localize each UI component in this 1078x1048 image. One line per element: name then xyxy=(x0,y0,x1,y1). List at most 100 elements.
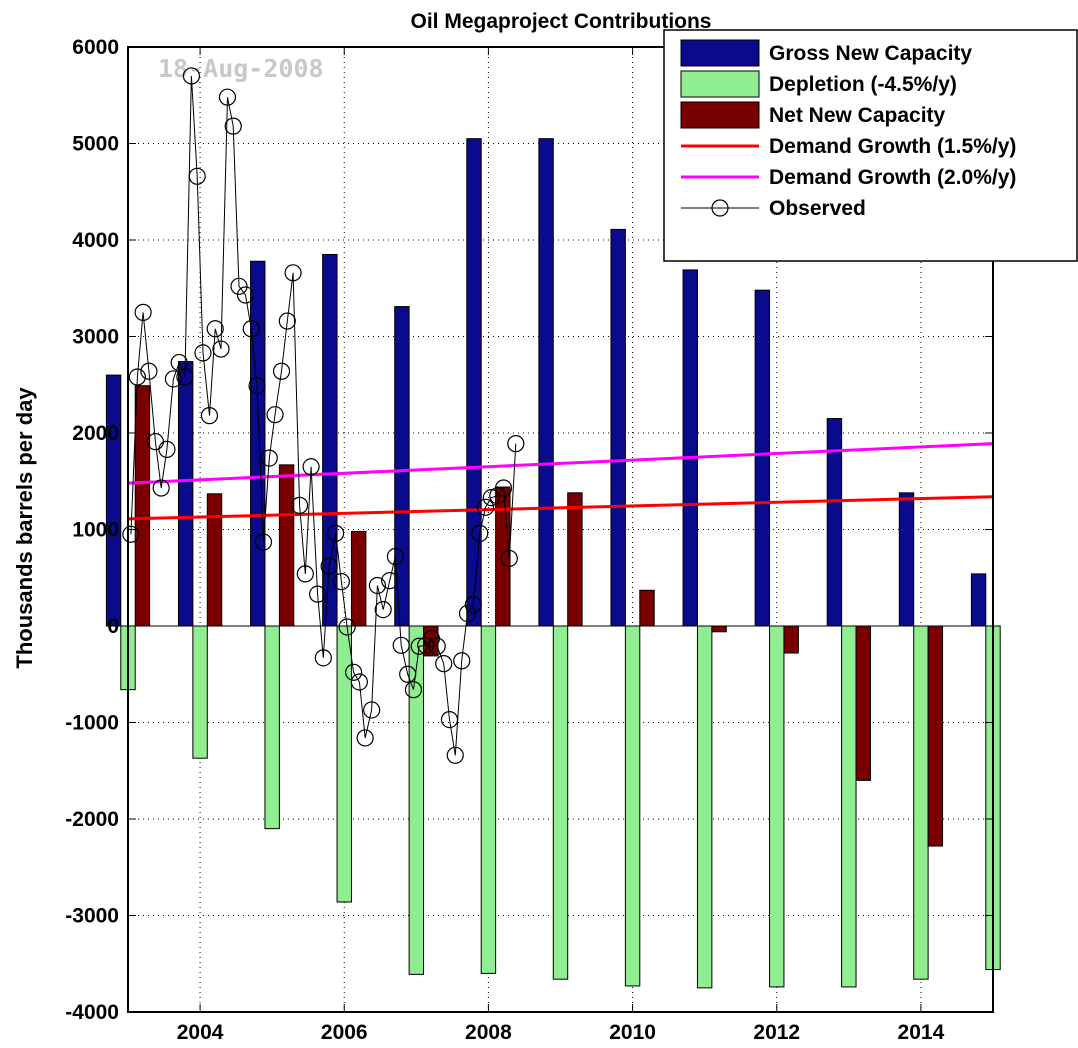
observed-point xyxy=(494,479,513,497)
y-tick-label: -4000 xyxy=(65,1001,119,1024)
demand-growth-line xyxy=(127,495,994,521)
chart-title: Oil Megaproject Contributions xyxy=(410,10,711,33)
observed-point xyxy=(404,681,423,699)
bar xyxy=(278,464,295,627)
date-watermark: 18-Aug-2008 xyxy=(158,54,324,83)
observed-point xyxy=(296,565,314,583)
bar xyxy=(350,530,367,627)
observed-point xyxy=(356,729,374,747)
observed-point xyxy=(254,533,273,551)
bar xyxy=(769,625,785,988)
observed-point xyxy=(128,368,146,386)
observed-point xyxy=(507,435,525,453)
bar xyxy=(610,228,626,627)
observed-point xyxy=(446,746,464,764)
legend-label: Demand Growth (2.0%/y) xyxy=(769,166,1016,189)
bar xyxy=(250,260,266,627)
bar xyxy=(841,625,857,988)
observed-point xyxy=(471,524,489,542)
observed-point xyxy=(476,498,495,516)
x-tick-label: 2014 xyxy=(898,1021,945,1044)
bar xyxy=(913,625,929,980)
legend-label: Demand Growth (1.5%/y) xyxy=(769,135,1016,158)
observed-point xyxy=(381,572,399,590)
observed-point xyxy=(182,67,201,85)
legend-label: Gross New Capacity xyxy=(769,42,972,65)
bar xyxy=(639,589,655,627)
legend-swatch xyxy=(680,39,760,67)
bar xyxy=(134,385,151,627)
observed-point xyxy=(266,406,284,424)
observed-point xyxy=(363,701,381,719)
legend-label: Depletion (-4.5%/y) xyxy=(769,73,957,96)
observed-point xyxy=(134,303,152,321)
observed-point xyxy=(368,576,387,595)
observed-point xyxy=(260,449,278,467)
bar xyxy=(322,253,338,627)
bar xyxy=(696,625,713,989)
observed-point xyxy=(458,604,477,623)
observed-point xyxy=(176,368,194,386)
observed-line xyxy=(130,75,517,756)
bar xyxy=(711,625,727,633)
observed-series xyxy=(122,67,525,764)
legend-label: Net New Capacity xyxy=(769,104,946,127)
observed-point xyxy=(152,479,170,497)
legend-swatch xyxy=(680,101,760,129)
observed-point xyxy=(417,636,435,654)
axis-ticks: -4000 -3000 -2000 -1000 0 1000 2000 3000 4000 500… xyxy=(65,36,993,1044)
observed-point xyxy=(170,353,188,372)
observed-point xyxy=(164,370,183,388)
bar xyxy=(538,138,554,627)
x-tick-label: 2012 xyxy=(753,1021,800,1044)
observed-point xyxy=(440,711,459,729)
observed-point xyxy=(410,637,428,655)
legend: Gross New Capacity Depletion (-4.5%/y) Net… xyxy=(663,29,1078,262)
observed-point xyxy=(327,524,345,542)
observed-point xyxy=(236,286,255,304)
legend-swatch xyxy=(680,70,760,98)
bar xyxy=(970,573,987,627)
observed-point xyxy=(464,596,482,614)
observed-point xyxy=(230,277,248,295)
observed-point xyxy=(345,663,363,681)
observed-point xyxy=(224,117,242,135)
y-axis-label: Thousands barrels per day xyxy=(12,387,37,669)
x-tick-label: 2004 xyxy=(177,1021,224,1044)
observed-point xyxy=(188,167,206,185)
bar xyxy=(466,138,482,627)
observed-point xyxy=(122,525,140,543)
bar xyxy=(336,625,352,903)
observed-point xyxy=(392,636,410,654)
observed-point xyxy=(218,88,237,106)
y-tick-label: 6000 xyxy=(72,36,119,59)
y-tick-label: 0 xyxy=(107,615,119,638)
observed-point xyxy=(284,264,302,282)
observed-point xyxy=(386,547,405,566)
observed-point xyxy=(435,655,453,673)
observed-point xyxy=(290,496,309,514)
observed-point xyxy=(500,549,518,568)
legend-marker xyxy=(711,199,729,217)
observed-point xyxy=(272,362,291,380)
bar xyxy=(624,625,641,987)
x-tick-label: 2008 xyxy=(465,1021,512,1044)
observed-point xyxy=(140,362,158,380)
bar xyxy=(855,625,871,781)
observed-point xyxy=(350,673,368,691)
observed-point xyxy=(248,377,266,395)
bar xyxy=(192,625,208,759)
observed-point xyxy=(338,618,356,636)
observed-point xyxy=(482,489,500,507)
bar xyxy=(567,492,583,627)
bar xyxy=(927,625,944,847)
observed-point xyxy=(200,407,219,425)
observed-point xyxy=(308,585,327,603)
observed-point xyxy=(374,600,392,619)
y-tick-label: 5000 xyxy=(72,133,119,156)
observed-point xyxy=(399,665,417,683)
observed-point xyxy=(314,649,332,667)
y-tick-label: 1000 xyxy=(72,519,119,542)
bar xyxy=(206,493,223,627)
